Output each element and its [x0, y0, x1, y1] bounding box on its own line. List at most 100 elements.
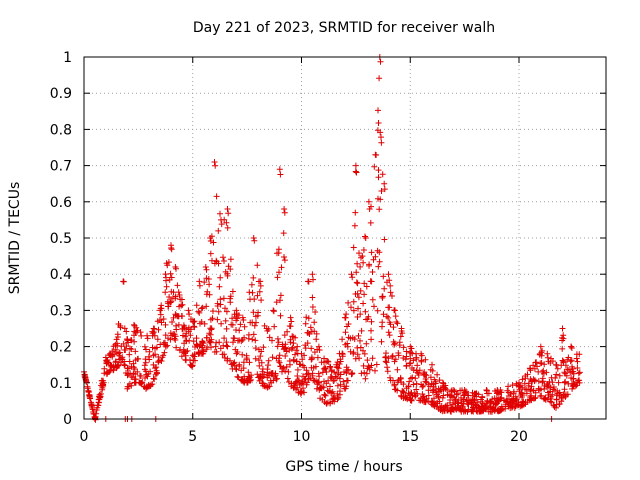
- data-point: [168, 246, 175, 253]
- data-point: [218, 320, 225, 327]
- data-point: [344, 340, 351, 347]
- data-point: [173, 344, 180, 351]
- data-point: [256, 362, 263, 369]
- data-point: [547, 360, 554, 366]
- data-point: [287, 361, 293, 368]
- data-point: [353, 269, 360, 276]
- data-point: [148, 381, 154, 388]
- data-point: [574, 365, 581, 371]
- data-point: [288, 318, 295, 325]
- data-point: [180, 322, 187, 329]
- data-point: [343, 370, 350, 376]
- data-point: [538, 349, 545, 356]
- data-point: [128, 346, 135, 353]
- data-point: [274, 343, 281, 350]
- data-point: [350, 307, 357, 314]
- chart-title: Day 221 of 2023, SRMTID for receiver wal…: [193, 20, 495, 36]
- data-point: [317, 395, 324, 402]
- data-point: [429, 399, 436, 406]
- data-point: [393, 319, 400, 325]
- data-point: [460, 396, 467, 403]
- data-point: [293, 347, 300, 354]
- data-point: [387, 377, 394, 384]
- data-point: [334, 396, 341, 403]
- data-point: [544, 350, 551, 357]
- data-point: [154, 318, 161, 325]
- y-tick-label: 0.7: [50, 159, 72, 175]
- data-point: [151, 325, 158, 332]
- data-point: [561, 391, 568, 398]
- data-point: [399, 330, 406, 337]
- data-point: [308, 354, 315, 361]
- data-point: [334, 359, 341, 366]
- data-point: [209, 315, 216, 322]
- data-point: [265, 357, 272, 364]
- data-point: [325, 399, 331, 406]
- data-point: [422, 371, 428, 378]
- data-point: [190, 319, 197, 326]
- data-point: [369, 296, 376, 303]
- data-point: [251, 237, 258, 244]
- data-point: [265, 362, 271, 369]
- data-point: [539, 379, 546, 386]
- data-point: [407, 355, 414, 362]
- data-point: [245, 335, 252, 342]
- data-point: [447, 392, 454, 399]
- data-point: [370, 256, 377, 263]
- data-point: [277, 297, 283, 304]
- data-point: [195, 308, 202, 315]
- data-point: [450, 387, 457, 393]
- data-point: [527, 388, 534, 395]
- data-point: [274, 335, 281, 342]
- plot-frame: [83, 56, 607, 420]
- data-point: [364, 357, 371, 364]
- data-point: [550, 386, 557, 393]
- data-point: [206, 339, 213, 346]
- data-point: [281, 257, 288, 264]
- data-point: [281, 209, 288, 216]
- data-point: [304, 379, 311, 386]
- data-point: [339, 336, 346, 343]
- data-point: [291, 357, 297, 364]
- data-point: [298, 388, 305, 395]
- data-point: [352, 168, 359, 175]
- data-point: [215, 308, 222, 315]
- data-point: [224, 206, 231, 212]
- data-point: [342, 314, 349, 321]
- data-point: [559, 325, 566, 332]
- data-point: [530, 376, 537, 383]
- data-point: [324, 358, 331, 365]
- data-point: [368, 318, 375, 325]
- data-point: [125, 371, 132, 377]
- data-point: [423, 379, 430, 386]
- data-point: [229, 288, 236, 295]
- data-point: [368, 362, 375, 369]
- data-point: [207, 235, 214, 241]
- data-point: [537, 343, 544, 350]
- data-point: [102, 354, 109, 361]
- data-point: [483, 387, 490, 393]
- data-point: [352, 209, 359, 216]
- data-point: [238, 338, 245, 345]
- data-point: [263, 382, 270, 389]
- data-point: [357, 263, 364, 270]
- data-point: [231, 359, 238, 366]
- data-point: [395, 352, 402, 359]
- data-point: [251, 296, 258, 303]
- data-point: [313, 336, 320, 343]
- data-point: [469, 406, 476, 413]
- data-point: [207, 238, 214, 244]
- data-point: [400, 344, 407, 351]
- data-point: [233, 310, 240, 317]
- data-point: [254, 292, 261, 299]
- data-point: [260, 344, 267, 351]
- data-point: [216, 283, 223, 290]
- data-point: [369, 269, 376, 275]
- data-point: [358, 327, 365, 334]
- data-point: [252, 337, 259, 344]
- data-point: [335, 394, 342, 401]
- data-point: [176, 292, 183, 298]
- data-point: [381, 186, 388, 193]
- data-point: [350, 244, 357, 251]
- data-point: [240, 359, 247, 366]
